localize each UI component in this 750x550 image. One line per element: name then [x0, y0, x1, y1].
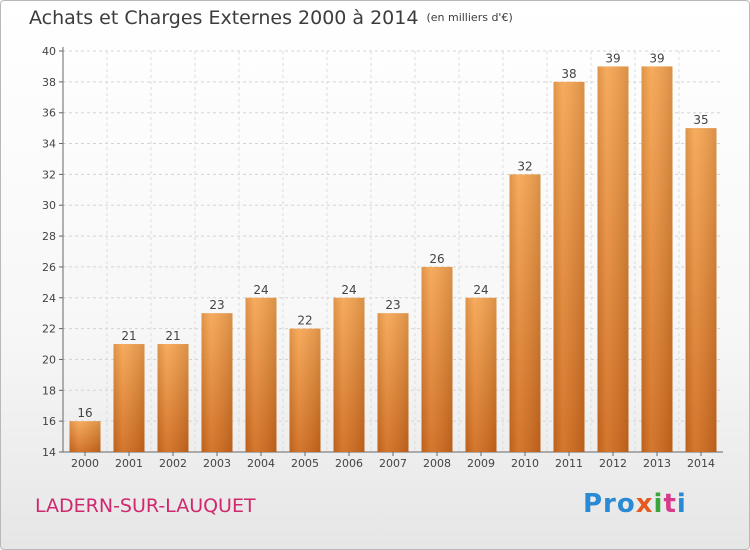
x-tick-label: 2007 [379, 457, 407, 470]
bar-shade [597, 66, 629, 452]
y-tick-label: 32 [42, 168, 56, 181]
bar-shade [201, 313, 233, 452]
logo-part-1: Pro [583, 489, 636, 519]
x-tick-label: 2006 [335, 457, 363, 470]
data-labels: 16 21 21 23 24 22 24 23 26 24 32 38 39 39 35 [77, 51, 708, 420]
y-tick-label: 22 [42, 323, 56, 336]
bar-shade [465, 297, 497, 452]
data-label: 21 [121, 329, 136, 343]
title-unit: (en milliers d'€) [426, 11, 513, 24]
data-label: 23 [385, 298, 400, 312]
y-tick-label: 28 [42, 230, 56, 243]
x-tick-label: 2010 [511, 457, 539, 470]
y-tick-label: 20 [42, 353, 56, 366]
x-tick-label: 2003 [203, 457, 231, 470]
x-tick-label: 2009 [467, 457, 495, 470]
bar-shade [157, 344, 189, 452]
data-label: 39 [649, 51, 664, 65]
x-tick-label: 2014 [687, 457, 715, 470]
y-tick-label: 26 [42, 261, 56, 274]
data-label: 24 [341, 283, 356, 297]
x-tick-label: 2004 [247, 457, 275, 470]
x-tick-label: 2012 [599, 457, 627, 470]
x-tick-label: 2013 [643, 457, 671, 470]
x-tick-label: 2001 [115, 457, 143, 470]
data-label: 21 [165, 329, 180, 343]
y-tick-label: 34 [42, 138, 56, 151]
data-label: 24 [473, 283, 488, 297]
data-label: 22 [297, 314, 312, 328]
bar-shade [245, 297, 277, 452]
chart-title: Achats et Charges Externes 2000 à 2014 (e… [29, 7, 513, 29]
y-tick-label: 16 [42, 415, 56, 428]
x-tick-label: 2002 [159, 457, 187, 470]
logo-part-2: x [635, 489, 654, 519]
data-label: 32 [517, 159, 532, 173]
bar-shade [69, 421, 101, 452]
bar-shade [553, 81, 585, 452]
x-tick-label: 2000 [71, 457, 99, 470]
x-tick-label: 2008 [423, 457, 451, 470]
proxiti-logo: Proxiti [583, 489, 687, 519]
y-tick-label: 18 [42, 384, 56, 397]
logo-part-5: i [676, 489, 687, 519]
bar-shade [685, 128, 717, 452]
bar-shade [333, 297, 365, 452]
data-label: 24 [253, 283, 268, 297]
logo-part-3: i [653, 489, 664, 519]
bar-shade [377, 313, 409, 452]
title-text: Achats et Charges Externes 2000 à 2014 [29, 7, 419, 29]
bar-shade [421, 266, 453, 452]
y-tick-label: 38 [42, 76, 56, 89]
bar-shade [641, 66, 673, 452]
y-tick-label: 14 [42, 446, 56, 459]
y-tick-label: 24 [42, 292, 56, 305]
bar-shade [289, 328, 321, 452]
x-tick-label: 2011 [555, 457, 583, 470]
data-label: 38 [561, 67, 576, 81]
logo-part-4: t [663, 489, 677, 519]
data-label: 39 [605, 51, 620, 65]
data-label: 23 [209, 298, 224, 312]
bar-shade [113, 344, 145, 452]
data-label: 26 [429, 252, 444, 266]
commune-name: LADERN-SUR-LAUQUET [35, 495, 256, 517]
y-tick-label: 40 [42, 45, 56, 58]
x-tick-label: 2005 [291, 457, 319, 470]
bars [69, 66, 717, 452]
y-tick-label: 30 [42, 199, 56, 212]
bar-shade [509, 174, 541, 452]
y-tick-label: 36 [42, 107, 56, 120]
data-label: 16 [77, 406, 92, 420]
data-label: 35 [693, 113, 708, 127]
